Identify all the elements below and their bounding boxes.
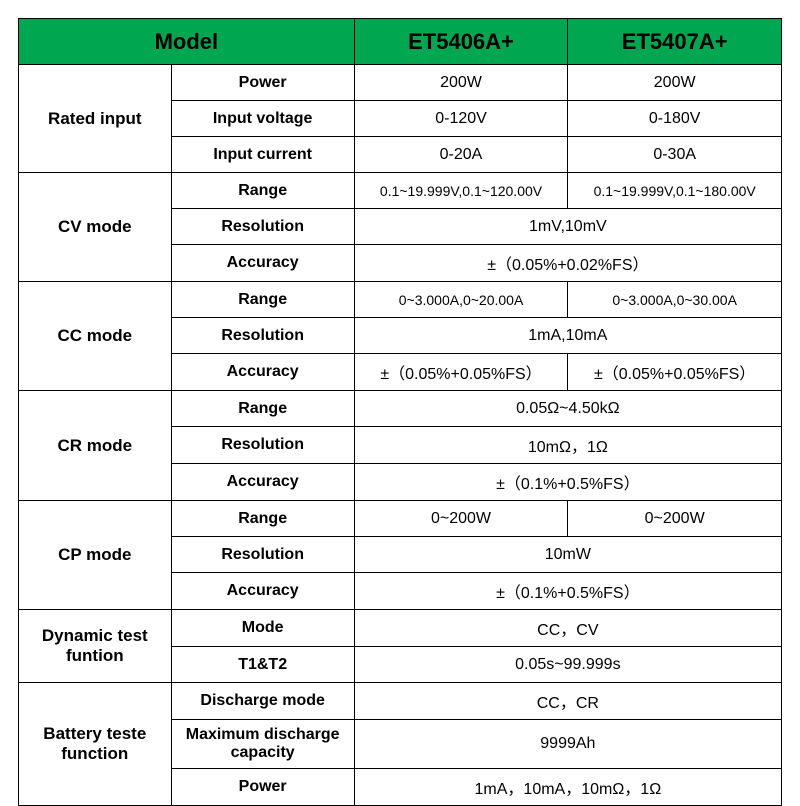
cv-range-v2: 0.1~19.999V,0.1~180.00V [568,173,782,209]
cr-acc-label: Accuracy [171,464,354,501]
cp-label: CP mode [19,501,172,610]
header-model: Model [19,19,355,65]
cc-acc-v1: ±（0.05%+0.05%FS） [354,354,568,391]
power-label: Power [171,65,354,101]
cp-acc-merged: ±（0.1%+0.5%FS） [354,573,781,610]
header-col2: ET5407A+ [568,19,782,65]
table-row: Battery teste function Discharge mode CC… [19,683,782,720]
table-row: CP mode Range 0~200W 0~200W [19,501,782,537]
header-row: Model ET5406A+ ET5407A+ [19,19,782,65]
cv-range-label: Range [171,173,354,209]
dynamic-t1t2-label: T1&T2 [171,647,354,683]
battery-max-cap-merged: 9999Ah [354,720,781,769]
battery-discharge-mode-label: Discharge mode [171,683,354,720]
cc-range-v1: 0~3.000A,0~20.00A [354,282,568,318]
cv-acc-label: Accuracy [171,245,354,282]
cc-acc-v2: ±（0.05%+0.05%FS） [568,354,782,391]
cc-res-merged: 1mA,10mA [354,318,781,354]
cr-label: CR mode [19,391,172,501]
current-v2: 0-30A [568,137,782,173]
cr-res-merged: 10mΩ，1Ω [354,427,781,464]
rated-input-label: Rated input [19,65,172,173]
header-col1: ET5406A+ [354,19,568,65]
voltage-v2: 0-180V [568,101,782,137]
cr-acc-merged: ±（0.1%+0.5%FS） [354,464,781,501]
cc-range-label: Range [171,282,354,318]
cp-range-v1: 0~200W [354,501,568,537]
cv-acc-merged: ±（0.05%+0.02%FS） [354,245,781,282]
voltage-v1: 0-120V [354,101,568,137]
spec-table: Model ET5406A+ ET5407A+ Rated input Powe… [18,18,782,806]
cp-res-label: Resolution [171,537,354,573]
table-row: Rated input Power 200W 200W [19,65,782,101]
dynamic-label: Dynamic test funtion [19,610,172,683]
power-v2: 200W [568,65,782,101]
cr-range-merged: 0.05Ω~4.50kΩ [354,391,781,427]
table-row: Dynamic test funtion Mode CC，CV [19,610,782,647]
cc-acc-label: Accuracy [171,354,354,391]
cc-res-label: Resolution [171,318,354,354]
dynamic-mode-merged: CC，CV [354,610,781,647]
table-row: CC mode Range 0~3.000A,0~20.00A 0~3.000A… [19,282,782,318]
power-v1: 200W [354,65,568,101]
cr-res-label: Resolution [171,427,354,464]
cp-res-merged: 10mW [354,537,781,573]
cv-label: CV mode [19,173,172,282]
cp-acc-label: Accuracy [171,573,354,610]
cc-label: CC mode [19,282,172,391]
cp-range-v2: 0~200W [568,501,782,537]
dynamic-t1t2-merged: 0.05s~99.999s [354,647,781,683]
cr-range-label: Range [171,391,354,427]
dynamic-mode-label: Mode [171,610,354,647]
cv-res-merged: 1mV,10mV [354,209,781,245]
table-row: CR mode Range 0.05Ω~4.50kΩ [19,391,782,427]
cv-res-label: Resolution [171,209,354,245]
current-v1: 0-20A [354,137,568,173]
cp-range-label: Range [171,501,354,537]
current-label: Input current [171,137,354,173]
battery-max-cap-label: Maximum discharge capacity [171,720,354,769]
battery-discharge-mode-merged: CC，CR [354,683,781,720]
cv-range-v1: 0.1~19.999V,0.1~120.00V [354,173,568,209]
battery-label: Battery teste function [19,683,172,806]
voltage-label: Input voltage [171,101,354,137]
table-row: CV mode Range 0.1~19.999V,0.1~120.00V 0.… [19,173,782,209]
cc-range-v2: 0~3.000A,0~30.00A [568,282,782,318]
